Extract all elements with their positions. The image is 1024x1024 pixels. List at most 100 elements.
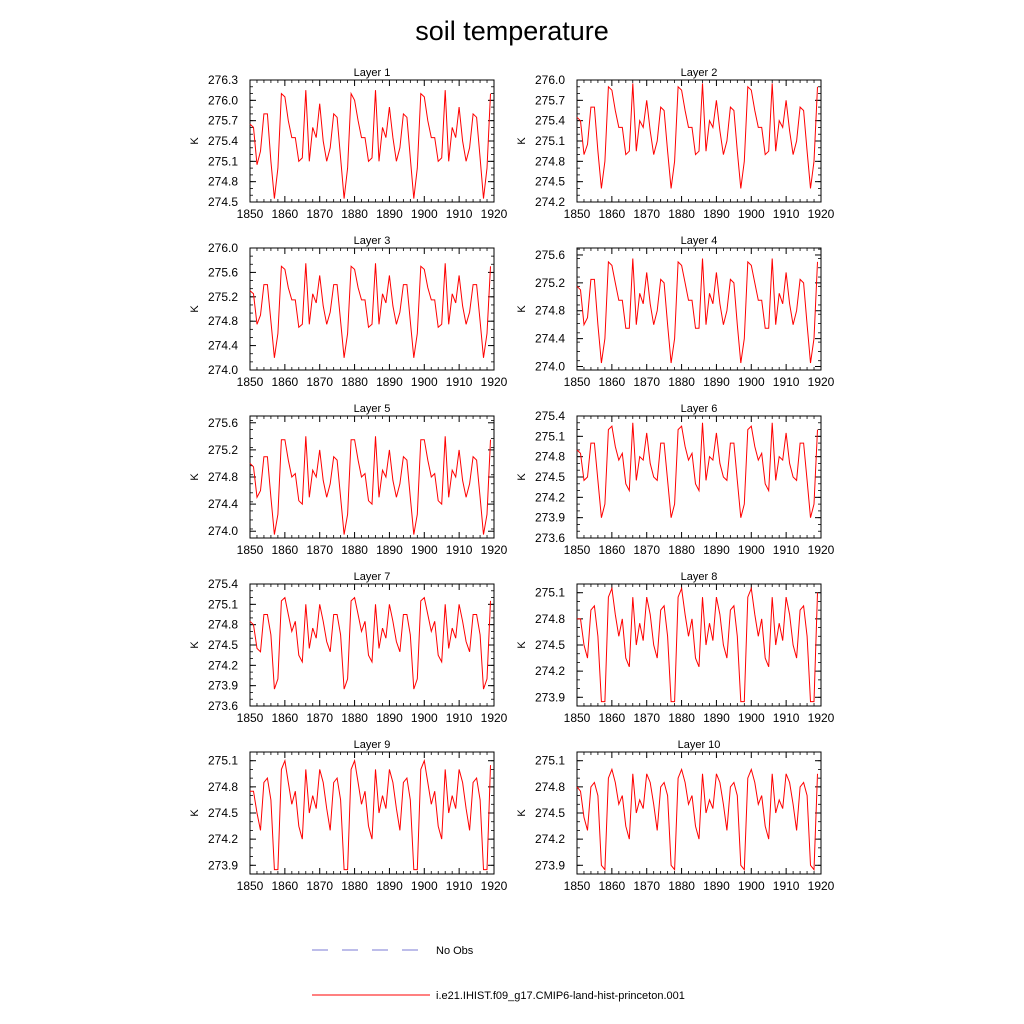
y-axis-label: K bbox=[516, 305, 528, 313]
x-tick-label: 1880 bbox=[668, 543, 695, 557]
panel-layer-5: Layer 5 K 1850 1860 1870 1880 1890 1900 1910 1920… bbox=[189, 403, 508, 557]
y-tick-label: 275.7 bbox=[535, 93, 565, 107]
y-tick-label: 274.8 bbox=[208, 618, 238, 632]
x-tick-label: 1890 bbox=[703, 375, 730, 389]
y-tick-label: 276.0 bbox=[208, 93, 238, 107]
x-tick-label: 1910 bbox=[446, 879, 473, 893]
x-tick-label: 1880 bbox=[341, 879, 368, 893]
y-tick-label: 275.1 bbox=[535, 586, 565, 600]
x-tick-label: 1920 bbox=[808, 543, 835, 557]
y-tick-label: 275.4 bbox=[208, 134, 238, 148]
legend-model-label: i.e21.IHIST.f09_g17.CMIP6-land-hist-prin… bbox=[436, 990, 685, 1002]
panel-title: Layer 10 bbox=[678, 739, 721, 751]
y-tick-label: 274.4 bbox=[535, 332, 565, 346]
x-tick-label: 1890 bbox=[703, 207, 730, 221]
series-line-layer-10 bbox=[576, 767, 818, 871]
y-tick-label: 275.1 bbox=[535, 754, 565, 768]
y-tick-label: 275.6 bbox=[535, 248, 565, 262]
series-line-layer-6 bbox=[576, 422, 818, 518]
x-tick-label: 1910 bbox=[446, 711, 473, 725]
y-axis-label: K bbox=[189, 137, 201, 145]
x-tick-label: 1860 bbox=[272, 711, 299, 725]
y-tick-label: 274.4 bbox=[208, 339, 238, 353]
x-tick-label: 1850 bbox=[237, 543, 264, 557]
x-tick-label: 1860 bbox=[599, 711, 626, 725]
plot-frame bbox=[249, 583, 495, 707]
x-tick-label: 1850 bbox=[564, 375, 591, 389]
y-tick-label: 274.8 bbox=[208, 175, 238, 189]
y-tick-label: 274.8 bbox=[535, 304, 565, 318]
x-tick-label: 1920 bbox=[481, 543, 508, 557]
x-tick-label: 1910 bbox=[773, 375, 800, 389]
y-tick-label: 274.2 bbox=[208, 832, 238, 846]
series-line-layer-7 bbox=[249, 596, 491, 690]
y-tick-label: 274.8 bbox=[535, 450, 565, 464]
panel-layer-9: Layer 9 K 1850 1860 1870 1880 1890 1900 1910 1920… bbox=[189, 739, 508, 893]
y-tick-label: 276.0 bbox=[535, 73, 565, 87]
x-tick-label: 1900 bbox=[738, 711, 765, 725]
x-tick-label: 1860 bbox=[599, 543, 626, 557]
y-tick-label: 275.1 bbox=[208, 754, 238, 768]
x-tick-label: 1920 bbox=[481, 879, 508, 893]
y-axis-label: K bbox=[189, 809, 201, 817]
plot-frame bbox=[576, 247, 822, 371]
y-tick-label: 275.6 bbox=[208, 265, 238, 279]
y-tick-label: 274.8 bbox=[208, 780, 238, 794]
x-tick-label: 1890 bbox=[376, 879, 403, 893]
y-tick-label: 275.1 bbox=[535, 429, 565, 443]
panel-title: Layer 7 bbox=[354, 571, 391, 583]
y-tick-label: 274.5 bbox=[535, 175, 565, 189]
y-tick-label: 274.8 bbox=[535, 780, 565, 794]
x-tick-label: 1860 bbox=[599, 879, 626, 893]
panel-layer-2: Layer 2 K 1850 1860 1870 1880 1890 1900 1910 1920… bbox=[516, 67, 835, 221]
plot-frame bbox=[576, 751, 822, 875]
x-tick-label: 1870 bbox=[633, 711, 660, 725]
x-tick-label: 1860 bbox=[599, 207, 626, 221]
panel-layer-7: Layer 7 K 1850 1860 1870 1880 1890 1900 1910 1920… bbox=[189, 571, 508, 725]
panel-layer-3: Layer 3 K 1850 1860 1870 1880 1890 1900 1910 1920… bbox=[189, 235, 508, 389]
plot-frame bbox=[249, 79, 495, 203]
x-tick-label: 1870 bbox=[306, 375, 333, 389]
x-tick-label: 1850 bbox=[564, 543, 591, 557]
x-tick-label: 1860 bbox=[272, 207, 299, 221]
x-tick-label: 1870 bbox=[306, 207, 333, 221]
series-line-layer-1 bbox=[249, 90, 491, 199]
x-tick-label: 1880 bbox=[341, 375, 368, 389]
x-tick-label: 1920 bbox=[481, 207, 508, 221]
y-tick-label: 274.2 bbox=[208, 658, 238, 672]
y-tick-label: 274.2 bbox=[535, 664, 565, 678]
y-tick-label: 276.0 bbox=[208, 241, 238, 255]
y-tick-label: 275.1 bbox=[208, 597, 238, 611]
panel-layer-6: Layer 6 K 1850 1860 1870 1880 1890 1900 1910 1920… bbox=[516, 403, 835, 557]
x-tick-label: 1870 bbox=[633, 543, 660, 557]
x-tick-label: 1880 bbox=[341, 207, 368, 221]
y-tick-label: 275.2 bbox=[208, 290, 238, 304]
plot-frame bbox=[249, 247, 495, 371]
y-tick-label: 274.2 bbox=[535, 832, 565, 846]
panel-title: Layer 8 bbox=[681, 571, 718, 583]
series-line-layer-2 bbox=[576, 83, 818, 189]
x-tick-label: 1880 bbox=[668, 879, 695, 893]
x-tick-label: 1920 bbox=[808, 711, 835, 725]
x-tick-label: 1870 bbox=[306, 711, 333, 725]
y-tick-label: 274.2 bbox=[535, 195, 565, 209]
x-tick-label: 1890 bbox=[703, 543, 730, 557]
panel-title: Layer 3 bbox=[354, 235, 391, 247]
panel-title: Layer 2 bbox=[681, 67, 718, 79]
x-tick-label: 1910 bbox=[773, 711, 800, 725]
y-tick-label: 274.0 bbox=[535, 360, 565, 374]
x-tick-label: 1920 bbox=[481, 711, 508, 725]
y-tick-label: 273.9 bbox=[208, 679, 238, 693]
x-tick-label: 1880 bbox=[668, 375, 695, 389]
x-tick-label: 1900 bbox=[738, 207, 765, 221]
x-tick-label: 1920 bbox=[481, 375, 508, 389]
x-tick-label: 1890 bbox=[376, 375, 403, 389]
x-tick-label: 1900 bbox=[738, 375, 765, 389]
y-tick-label: 275.1 bbox=[535, 134, 565, 148]
figure-title: soil temperature bbox=[415, 16, 609, 46]
series-line-layer-4 bbox=[576, 258, 818, 364]
x-tick-label: 1890 bbox=[703, 711, 730, 725]
series-line-layer-3 bbox=[249, 263, 491, 358]
panel-title: Layer 4 bbox=[681, 235, 718, 247]
